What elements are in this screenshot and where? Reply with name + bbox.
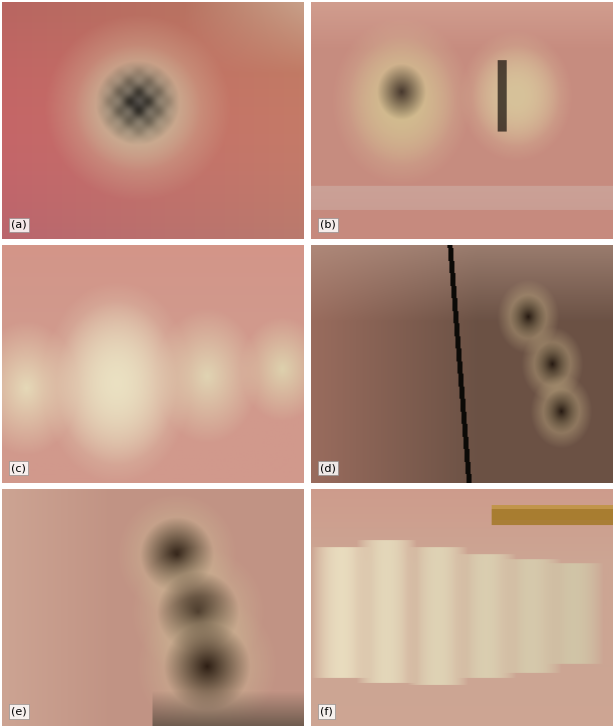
Text: (f): (f): [320, 706, 333, 716]
Text: (c): (c): [11, 463, 26, 473]
Text: (e): (e): [11, 706, 26, 716]
Text: (b): (b): [320, 220, 336, 230]
Text: (d): (d): [320, 463, 336, 473]
Text: (a): (a): [11, 220, 26, 230]
